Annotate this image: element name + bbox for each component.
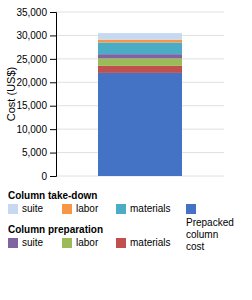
y-tick: 10,000 [16, 124, 56, 135]
bars [98, 33, 182, 176]
legend-swatch [116, 238, 126, 248]
tick-label: 20,000 [16, 77, 47, 88]
tick-label: 35,000 [16, 7, 47, 18]
tick-mark [50, 106, 56, 107]
tick-mark [50, 129, 56, 130]
grid-line [56, 12, 224, 13]
tick-label: 25,000 [16, 54, 47, 65]
legend-header: Column take-down [8, 190, 97, 201]
chart: 0 5,000 10,000 15,000 20,000 25,000 30,000 35,0… [0, 0, 252, 300]
legend-label: materials [130, 203, 171, 214]
legend-header: Column preparation [8, 224, 103, 235]
y-tick: 35,000 [16, 7, 56, 18]
y-tick: 30,000 [16, 30, 56, 41]
legend-label: materials [130, 237, 171, 248]
y-axis: 0 5,000 10,000 15,000 20,000 25,000 30,000 35,0… [16, 7, 56, 182]
legend-swatch [8, 238, 18, 248]
tick-label: 0 [41, 171, 47, 182]
bar-segment [98, 73, 182, 176]
bar-segment [98, 33, 182, 40]
tick-label: 5,000 [22, 147, 47, 158]
tick-label: 15,000 [16, 100, 47, 111]
legend-swatch [8, 204, 18, 214]
legend-swatch [116, 204, 126, 214]
bar-segment [98, 66, 182, 73]
bar-segment [98, 40, 182, 43]
legend-label: suite [22, 203, 44, 214]
legend-swatch [62, 238, 72, 248]
legend-label: labor [76, 237, 99, 248]
y-tick: 0 [41, 171, 56, 182]
y-tick: 25,000 [16, 54, 56, 65]
legend-swatch [186, 204, 196, 214]
axis-domain [50, 13, 57, 177]
legend-label: labor [76, 203, 99, 214]
tick-mark [50, 35, 56, 36]
legend-label: Prepackedcolumncost [186, 217, 234, 252]
tick-mark [50, 59, 56, 60]
tick-mark [50, 12, 56, 13]
legend: Column take-down suite labor materials Colum… [8, 190, 234, 252]
tick-mark [50, 82, 56, 83]
tick-label: 10,000 [16, 124, 47, 135]
y-tick: 20,000 [16, 77, 56, 88]
bar-segment [98, 58, 182, 65]
bar-segment [98, 54, 182, 58]
tick-mark [50, 176, 56, 177]
tick-label: 30,000 [16, 30, 47, 41]
legend-label: suite [22, 237, 44, 248]
bar-segment [98, 42, 182, 54]
grid [56, 12, 224, 176]
y-tick: 15,000 [16, 100, 56, 111]
tick-mark [50, 153, 56, 154]
y-axis-title: Cost (US$) [5, 67, 17, 121]
legend-swatch [62, 204, 72, 214]
y-tick: 5,000 [22, 147, 56, 158]
